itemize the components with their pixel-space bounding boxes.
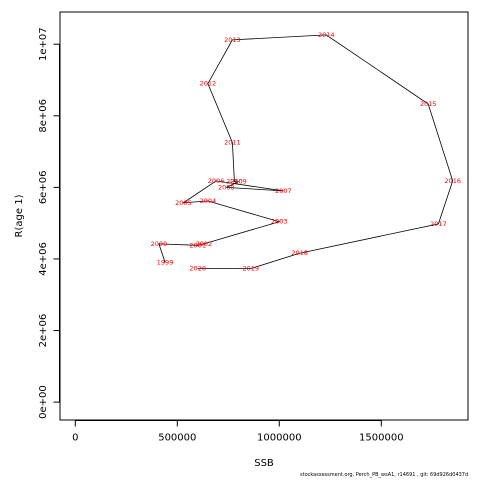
plot-frame [59, 11, 469, 421]
data-label-1999: 1999 [157, 259, 174, 267]
y-tick-label: 8e+06 [38, 99, 49, 133]
data-label-2004: 2004 [200, 197, 217, 205]
x-axis-label: SSB [254, 458, 274, 469]
x-tick-label: 0 [72, 433, 78, 444]
series-path [158, 34, 454, 270]
x-tick-label: 1000000 [257, 433, 302, 444]
x-tick-label: 1500000 [359, 433, 404, 444]
y-tick-label: 2e+06 [38, 314, 49, 348]
data-label-2008: 2008 [218, 183, 235, 191]
y-tick-label: 0e+00 [38, 385, 49, 419]
data-label-2014: 2014 [318, 31, 335, 39]
data-label-2009: 2009 [230, 178, 247, 186]
y-axis-label: R(age 1) [14, 194, 25, 237]
data-label-2003: 2003 [271, 218, 288, 226]
y-axis: 0e+00 2e+06 4e+06 6e+06 8e+06 1e+07 [38, 27, 60, 419]
data-label-2002: 2002 [196, 240, 213, 248]
data-label-2016: 2016 [444, 177, 461, 185]
data-label-2017: 2017 [430, 220, 447, 228]
data-label-2001: 2001 [189, 241, 206, 249]
data-label-2006: 2006 [208, 177, 225, 185]
data-label-2019: 2019 [242, 265, 259, 273]
x-tick-label: 500000 [158, 433, 196, 444]
data-label-2018: 2018 [291, 249, 308, 257]
data-label-2012: 2012 [200, 80, 217, 88]
footer-credit: stockassessment.org, Perch_PB_wsA1, r146… [300, 472, 469, 478]
y-tick-label: 4e+06 [38, 242, 49, 276]
data-label-2015: 2015 [420, 100, 437, 108]
data-label-2010: 2010 [226, 178, 243, 186]
data-label-2000: 2000 [151, 240, 168, 248]
data-label-2013: 2013 [224, 36, 241, 44]
x-axis: 0 500000 1000000 1500000 [72, 420, 404, 444]
series-line [158, 34, 454, 270]
data-label-2005: 2005 [175, 199, 192, 207]
data-label-2007: 2007 [275, 187, 292, 195]
y-tick-label: 6e+06 [38, 171, 49, 205]
data-label-2020: 2020 [189, 265, 206, 273]
data-label-2011: 2011 [224, 139, 241, 147]
y-tick-label: 1e+07 [38, 27, 49, 61]
